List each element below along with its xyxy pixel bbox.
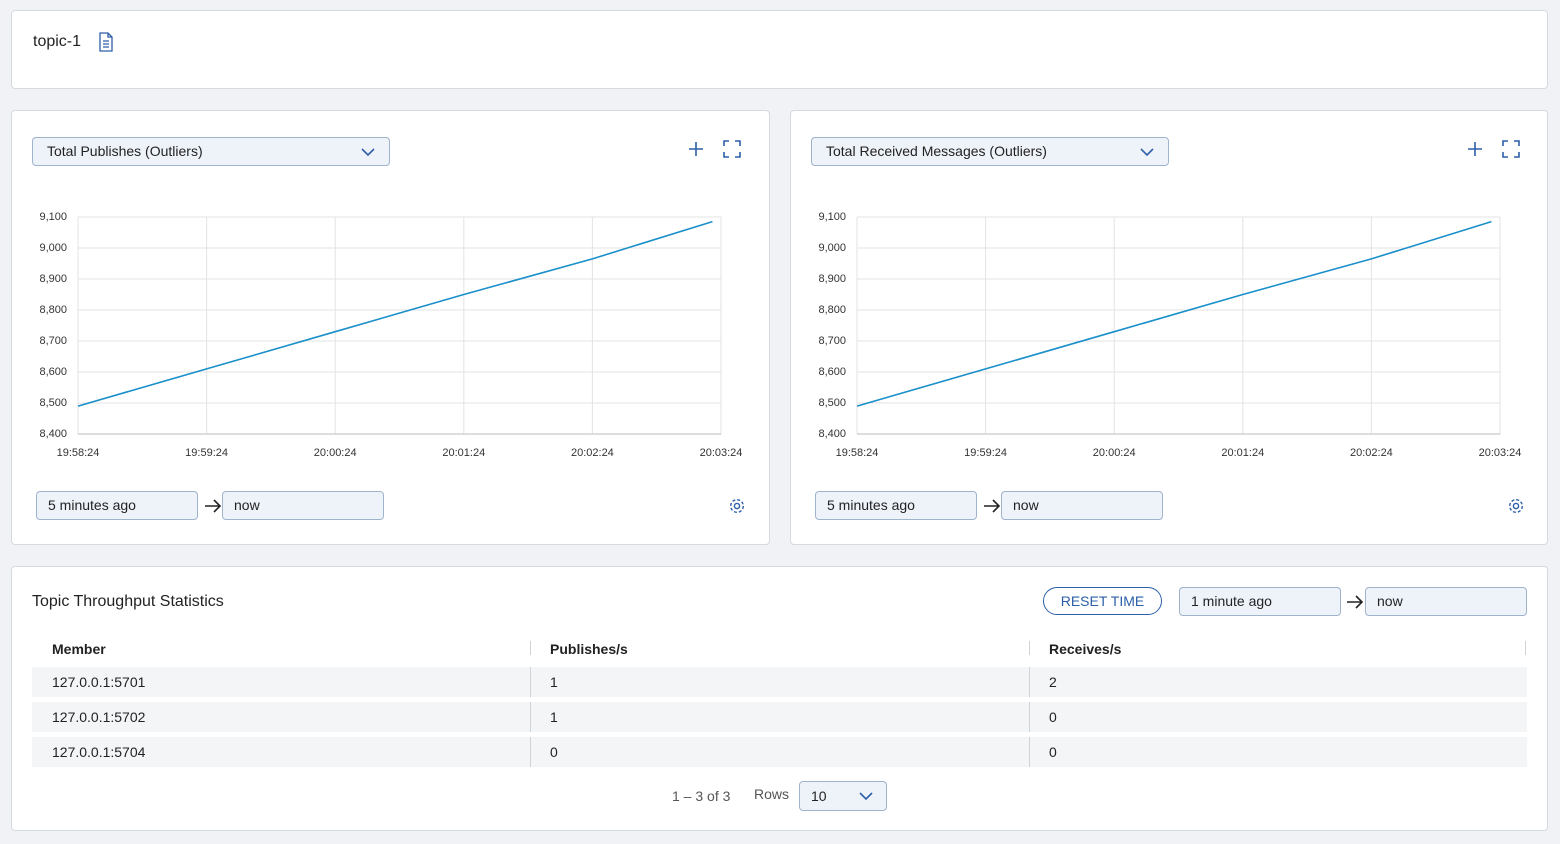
data-line [856,220,1492,407]
y-tick-label: 9,000 [818,242,846,254]
x-tick-label: 20:03:24 [1479,447,1522,459]
y-tick-label: 8,700 [39,335,67,347]
column-header[interactable]: Publishes/s [550,641,628,657]
settings-button[interactable] [1507,497,1525,515]
x-tick-label: 20:02:24 [571,447,614,459]
table-cell: 0 [1049,744,1057,760]
column-divider [1029,737,1030,767]
column-divider [530,702,531,732]
y-tick-label: 9,000 [39,242,67,254]
column-divider [1029,702,1030,732]
table-row [32,702,1527,732]
metric-select[interactable]: Total Publishes (Outliers) [32,137,390,166]
chart-panel: Total Received Messages (Outliers) 5 minu… [790,110,1548,545]
x-tick-label: 20:02:24 [1350,447,1393,459]
x-tick-label: 20:01:24 [1221,447,1264,459]
table-cell: 127.0.0.1:5704 [52,744,146,760]
chevron [361,148,375,157]
x-tick-label: 19:59:24 [185,447,228,459]
x-tick-label: 19:58:24 [57,447,100,459]
rows-label: Rows [754,786,790,802]
chevron [859,792,873,801]
y-tick-label: 8,600 [39,366,67,378]
to-input[interactable]: now [1001,491,1163,520]
line-chart: 8,400 8,500 8,600 8,700 8,800 8,900 9,000 9,100… [39,211,743,459]
y-tick-label: 8,500 [39,397,67,409]
table-row [32,667,1527,697]
chart-panel: Total Publishes (Outliers) 5 minutes ago n… [11,110,770,545]
arrow-icon [1347,595,1364,609]
line-chart: 8,400 8,500 8,600 8,700 8,800 8,900 9,000 9,100… [818,211,1522,459]
x-tick-label: 20:00:24 [314,447,357,459]
x-tick-label: 19:58:24 [836,447,879,459]
to-input[interactable]: now [1365,587,1527,616]
table-cell: 1 [550,674,558,690]
add-button[interactable] [1466,140,1484,158]
column-header[interactable]: Member [52,641,106,657]
column-divider [1029,641,1030,655]
table-cell: 0 [1049,709,1057,725]
table-cell: 2 [1049,674,1057,690]
x-tick-label: 20:03:24 [700,447,743,459]
y-tick-label: 8,400 [818,428,846,440]
column-divider [1525,641,1526,655]
column-divider [1029,667,1030,697]
y-tick-label: 8,800 [39,304,67,316]
metric-select[interactable]: Total Received Messages (Outliers) [811,137,1169,166]
y-tick-label: 8,900 [39,273,67,285]
column-divider [530,641,531,655]
x-tick-label: 19:59:24 [964,447,1007,459]
pagination-range: 1 – 3 of 3 [672,788,731,804]
data-line [77,220,713,407]
y-tick-label: 8,900 [818,273,846,285]
table-row [32,737,1527,767]
y-tick-label: 8,700 [818,335,846,347]
table-cell: 127.0.0.1:5702 [52,709,146,725]
y-tick-label: 8,500 [818,397,846,409]
column-divider [530,667,531,697]
y-tick-label: 8,600 [818,366,846,378]
table-cell: 0 [550,744,558,760]
from-input[interactable]: 1 minute ago [1179,587,1341,616]
doc-icon[interactable] [98,32,114,52]
settings-button[interactable] [728,497,746,515]
topic-title: topic-1 [33,33,82,50]
fullscreen-button[interactable] [1501,139,1521,159]
table-cell: 1 [550,709,558,725]
arrow-icon [984,499,1001,513]
y-tick-label: 9,100 [818,211,846,223]
reset-button[interactable]: RESET TIME [1043,587,1162,615]
to-input[interactable]: now [222,491,384,520]
fullscreen-button[interactable] [722,139,742,159]
y-tick-label: 8,800 [818,304,846,316]
stats-panel: Topic Throughput Statistics RESET TIME 1… [11,566,1548,831]
x-tick-label: 20:00:24 [1093,447,1136,459]
column-divider [530,737,531,767]
column-header[interactable]: Receives/s [1049,641,1122,657]
x-tick-label: 20:01:24 [442,447,485,459]
from-input[interactable]: 5 minutes ago [815,491,977,520]
add-button[interactable] [687,140,705,158]
header-panel: topic-1 [11,10,1548,89]
chevron [1140,148,1154,157]
y-tick-label: 9,100 [39,211,67,223]
from-input[interactable]: 5 minutes ago [36,491,198,520]
rows-select[interactable]: 10 [799,781,887,811]
y-tick-label: 8,400 [39,428,67,440]
stats-title: Topic Throughput Statistics [32,593,224,610]
arrow-icon [205,499,222,513]
table-cell: 127.0.0.1:5701 [52,674,146,690]
